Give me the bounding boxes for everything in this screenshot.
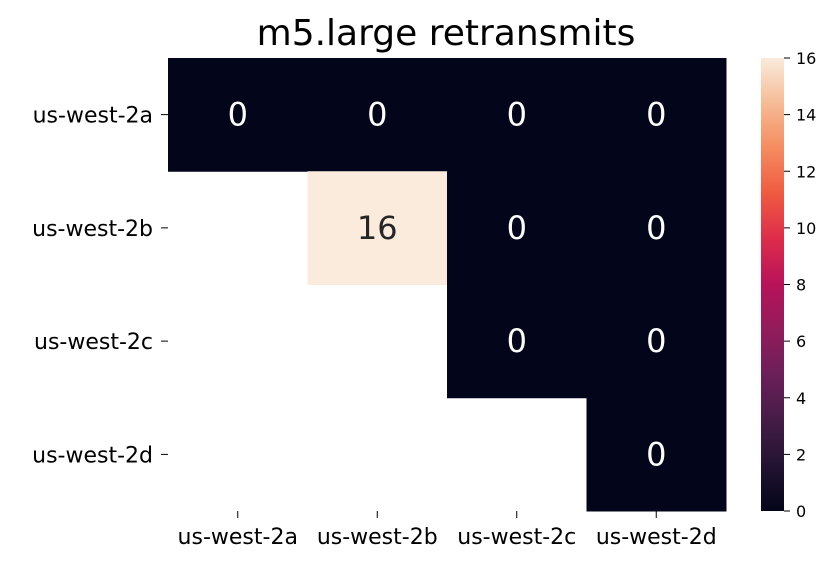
heatmap-cell	[586, 397, 727, 512]
heatmap-cell	[586, 284, 727, 399]
cell-value-label: 0	[646, 435, 666, 473]
heatmap-cell	[586, 171, 727, 285]
colorbar-tick-label: 0	[796, 502, 806, 521]
heatmap-cells	[168, 58, 727, 512]
colorbar-tick-label: 16	[796, 49, 816, 68]
colorbar-gradient	[761, 58, 784, 511]
y-tick-label: us-west-2a	[33, 104, 153, 129]
heatmap-cell	[168, 58, 308, 172]
y-axis: us-west-2a us-west-2b us-west-2c us-west-2d	[32, 104, 168, 468]
colorbar-tick-label: 14	[796, 106, 816, 125]
cell-value-label: 0	[367, 96, 387, 134]
heatmap-cell	[586, 58, 727, 172]
cell-value-label: 0	[228, 96, 248, 134]
y-tick-label: us-west-2c	[34, 330, 153, 355]
colorbar-ticks: 0 2 4 6 8 10 12 14 16	[784, 49, 816, 521]
colorbar-tick-label: 12	[796, 162, 816, 181]
x-tick-label: us-west-2b	[317, 525, 438, 550]
x-tick-label: us-west-2d	[596, 525, 717, 550]
colorbar-tick-label: 10	[796, 219, 816, 238]
heatmap-cell	[307, 58, 448, 172]
x-tick-label: us-west-2a	[178, 525, 298, 550]
heatmap-cell	[307, 171, 448, 285]
colorbar-tick-label: 6	[796, 332, 806, 351]
colorbar-tick-label: 2	[796, 445, 806, 464]
chart-title: m5.large retransmits	[257, 13, 636, 54]
colorbar-tick-label: 8	[796, 276, 806, 295]
cell-value-label: 0	[507, 322, 527, 360]
colorbar: 0 2 4 6 8 10 12 14 16	[761, 49, 816, 521]
x-axis: us-west-2a us-west-2b us-west-2c us-west-2d	[178, 511, 717, 550]
cell-value-label: 0	[646, 209, 666, 247]
heatmap-cell	[447, 58, 587, 172]
heatmap-cell	[447, 284, 587, 399]
cell-value-label: 0	[507, 209, 527, 247]
cell-value-label: 0	[646, 322, 666, 360]
y-tick-label: us-west-2b	[32, 217, 153, 242]
cell-value-label: 0	[507, 96, 527, 134]
heatmap-annotations: 0 0 0 0 16 0 0 0 0 0	[228, 96, 667, 474]
cell-value-label: 0	[646, 96, 666, 134]
heatmap-cell	[447, 171, 587, 285]
y-tick-label: us-west-2d	[32, 443, 153, 468]
colorbar-tick-label: 4	[796, 389, 806, 408]
cell-value-label: 16	[357, 209, 398, 247]
x-tick-label: us-west-2c	[457, 525, 576, 550]
